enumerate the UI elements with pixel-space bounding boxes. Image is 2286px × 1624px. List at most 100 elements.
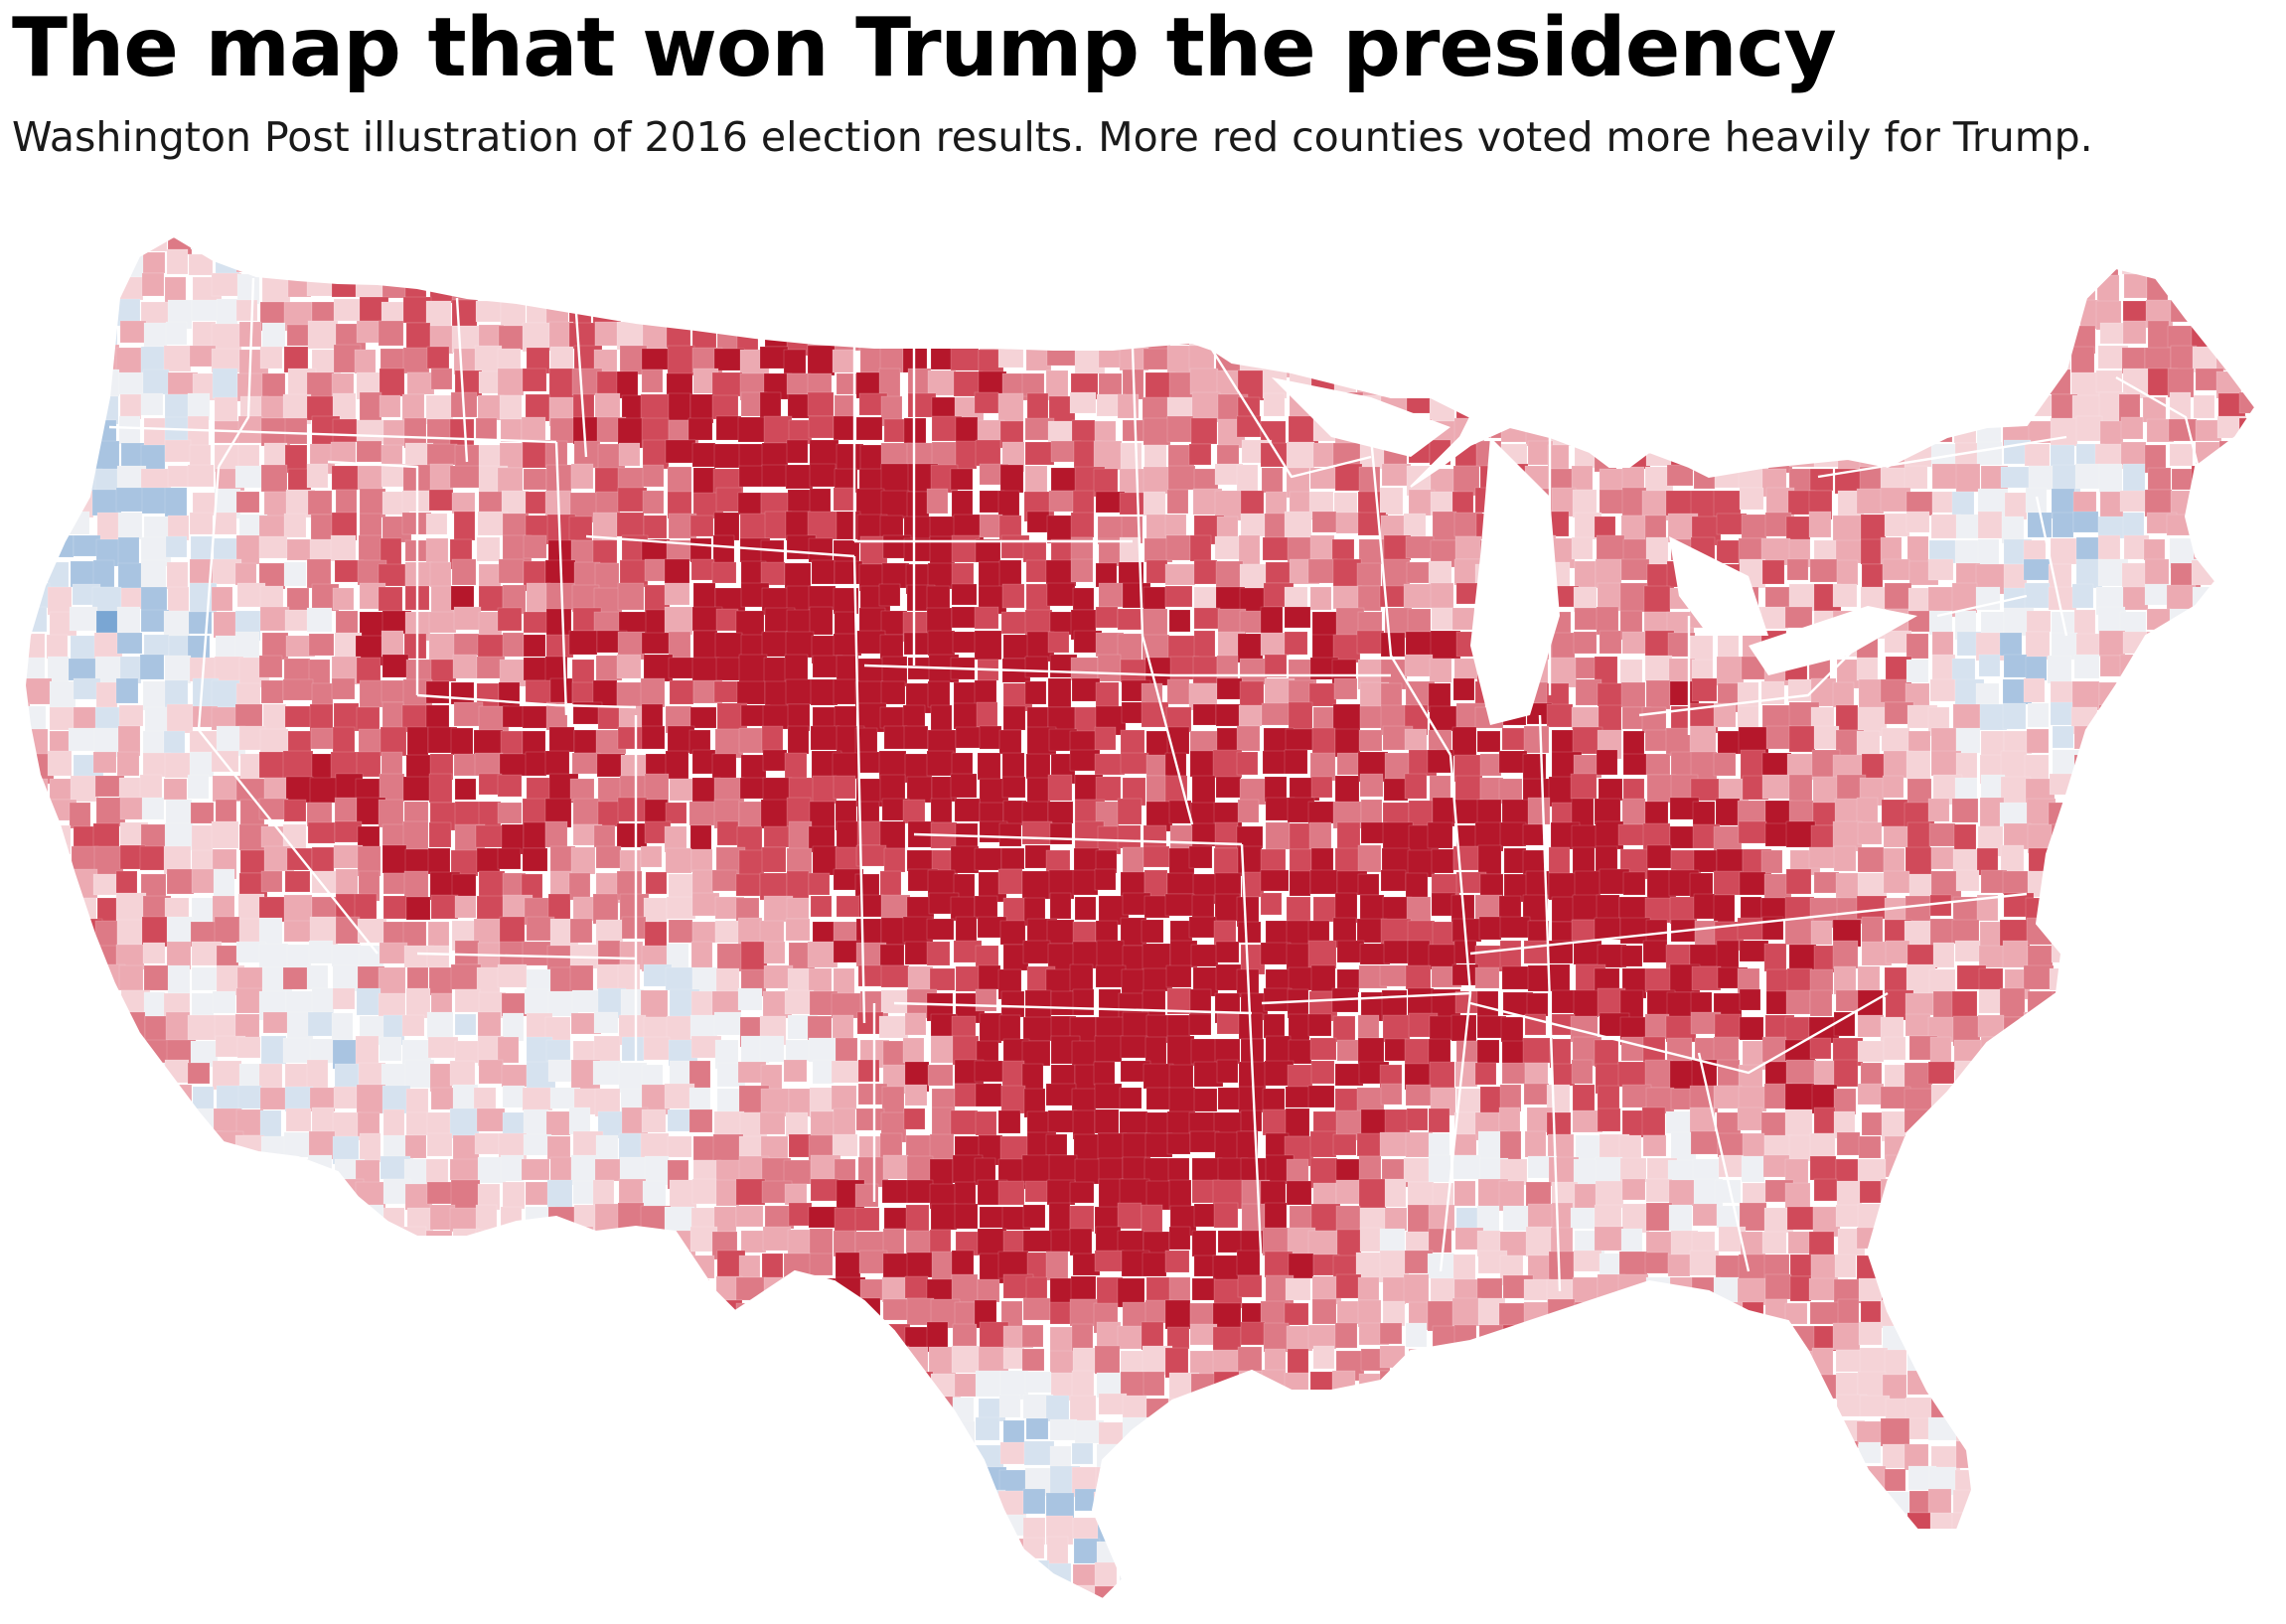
county-cell	[189, 1441, 214, 1472]
county-cell	[497, 802, 523, 824]
county-cell	[306, 1419, 332, 1446]
county-cell	[1379, 236, 1404, 247]
county-cell	[402, 1274, 431, 1300]
county-cell	[667, 345, 695, 376]
county-cell	[1932, 1322, 1962, 1354]
county-cell	[1166, 489, 1189, 515]
county-cell	[404, 1253, 433, 1284]
county-cell	[1717, 369, 1741, 393]
county-cell	[1906, 821, 1931, 849]
county-cell	[592, 1060, 622, 1086]
county-cell	[237, 415, 263, 444]
county-cell	[1333, 1444, 1365, 1475]
county-cell	[572, 1398, 595, 1428]
county-cell	[642, 464, 665, 488]
county-cell	[569, 1348, 598, 1380]
county-cell	[974, 1060, 1004, 1083]
county-cell	[667, 1444, 692, 1474]
county-cell	[1575, 1350, 1598, 1375]
county-cell	[1074, 273, 1105, 302]
county-cell	[1644, 967, 1675, 993]
county-cell	[1403, 1157, 1433, 1183]
county-cell	[502, 632, 525, 658]
county-cell	[1501, 799, 1532, 827]
county-cell	[2167, 1088, 2194, 1111]
county-cell	[49, 680, 76, 710]
county-cell	[1641, 1417, 1673, 1448]
county-cell	[1522, 1037, 1554, 1064]
county-cell	[1289, 848, 1312, 874]
county-cell	[191, 966, 218, 991]
county-cell	[139, 654, 165, 680]
county-cell	[788, 1297, 818, 1328]
county-cell	[953, 702, 982, 730]
county-cell	[45, 322, 73, 353]
county-cell	[738, 1395, 770, 1426]
county-cell	[1451, 1297, 1482, 1327]
county-cell	[1594, 1204, 1622, 1228]
county-cell	[1594, 1039, 1619, 1068]
county-cell	[141, 272, 165, 297]
county-cell	[2169, 608, 2194, 634]
county-cell	[664, 606, 693, 636]
county-cell	[287, 730, 312, 754]
county-cell	[1692, 251, 1716, 280]
county-cell	[1883, 1205, 1910, 1228]
county-cell	[2096, 968, 2124, 998]
county-cell	[927, 369, 957, 396]
county-cell	[1451, 236, 1482, 248]
county-cell	[1265, 491, 1288, 517]
county-cell	[1861, 369, 1893, 396]
county-cell	[2213, 1062, 2245, 1087]
county-cell	[379, 1036, 402, 1062]
county-cell	[451, 299, 478, 331]
county-cell	[1069, 321, 1100, 347]
county-cell	[311, 1321, 338, 1351]
county-cell	[25, 249, 51, 277]
county-cell	[1644, 801, 1669, 826]
county-cell	[1692, 415, 1717, 439]
county-cell	[2098, 1274, 2130, 1306]
county-cell	[859, 301, 885, 328]
county-cell	[2023, 677, 2046, 703]
county-cell	[1762, 344, 1789, 371]
county-cell	[1692, 322, 1721, 345]
county-cell	[1690, 1130, 1719, 1155]
county-cell	[1645, 1202, 1673, 1232]
county-cell	[45, 1468, 75, 1494]
county-cell	[711, 869, 738, 892]
county-cell	[1857, 821, 1883, 845]
county-cell	[1382, 1014, 1411, 1043]
county-cell	[44, 1015, 71, 1047]
county-cell	[1117, 633, 1143, 662]
county-cell	[1620, 945, 1643, 967]
county-cell	[1644, 236, 1674, 253]
county-cell	[2145, 967, 2172, 999]
county-cell	[2144, 583, 2171, 606]
county-cell	[260, 1035, 287, 1065]
county-cell	[25, 1468, 48, 1499]
county-cell	[1694, 1421, 1725, 1453]
county-cell	[1904, 465, 1928, 490]
county-cell	[284, 1086, 314, 1112]
county-cell	[1547, 1298, 1576, 1326]
county-cell	[285, 1107, 312, 1132]
county-cell	[1856, 488, 1885, 515]
county-cell	[237, 444, 260, 470]
county-cell	[381, 751, 403, 778]
county-cell	[1332, 1015, 1356, 1043]
county-cell	[450, 585, 475, 611]
county-cell	[381, 301, 405, 324]
county-cell	[739, 513, 769, 542]
county-cell	[903, 632, 931, 656]
county-cell	[1098, 988, 1122, 1020]
county-cell	[2218, 1132, 2248, 1164]
county-cell	[620, 988, 645, 1020]
county-cell	[2070, 346, 2095, 375]
county-cell	[1739, 871, 1766, 896]
county-cell	[382, 1441, 410, 1464]
county-cell	[2049, 1181, 2071, 1210]
county-cell	[1642, 1349, 1669, 1377]
county-cell	[1287, 1416, 1311, 1447]
county-cell	[2097, 236, 2123, 250]
